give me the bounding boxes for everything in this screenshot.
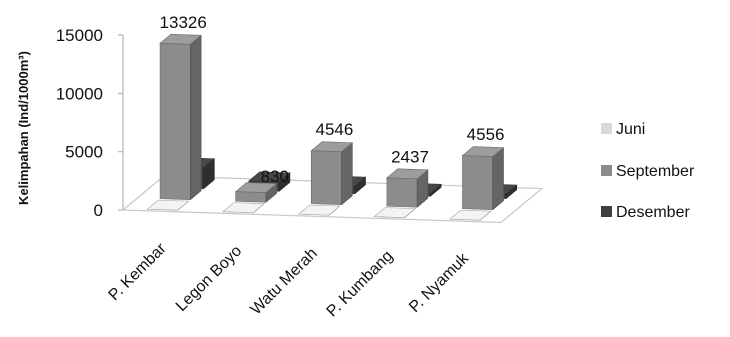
legend-label: September <box>616 163 695 180</box>
bar-side <box>492 146 504 211</box>
x-category-label: Legon Boyo <box>173 242 245 314</box>
x-category-label: P. Nyamuk <box>406 249 473 316</box>
bar-front <box>462 155 494 211</box>
bar-top <box>297 204 341 216</box>
bar-september-2 <box>234 182 278 203</box>
legend-label: Desember <box>616 204 690 221</box>
legend-label: Juni <box>616 121 645 138</box>
bar-top <box>386 168 429 180</box>
bar-front <box>159 42 191 201</box>
floor-outline <box>121 175 544 224</box>
bar-juni-3 <box>297 204 341 216</box>
bar-top <box>373 207 417 218</box>
bar-side <box>341 142 353 206</box>
legend-swatch <box>601 206 612 217</box>
y-tick-label: 10000 <box>56 84 103 103</box>
x-category-label: P. Kumbang <box>324 248 397 321</box>
bar-september-5 <box>461 146 505 211</box>
bar-top <box>461 146 505 157</box>
bar-september-4 <box>386 168 429 208</box>
bar-september-3 <box>310 141 354 206</box>
bar-juni-4 <box>373 207 417 219</box>
bar-juni-5 <box>449 209 492 221</box>
bar-top <box>234 182 278 193</box>
legend-item-juni: Juni <box>601 121 645 138</box>
data-label: 2437 <box>391 147 429 166</box>
y-tick-label: 5000 <box>65 143 103 162</box>
bar-juni-1 <box>146 199 190 211</box>
bar-september-1 <box>159 33 202 201</box>
data-label: 830 <box>261 167 289 186</box>
bar-front <box>235 191 267 203</box>
bar-top <box>248 171 291 183</box>
y-tick-label: 15000 <box>56 26 103 45</box>
data-label: 4556 <box>467 125 505 144</box>
legend-swatch <box>601 165 612 176</box>
bar-side <box>190 34 202 201</box>
y-tick-label: 0 <box>94 201 103 220</box>
bar-juni-2 <box>222 202 265 214</box>
y-axis-label: Kelimpahan (Ind/1000m³) <box>16 51 31 205</box>
bar-top <box>146 199 190 211</box>
bar-front <box>386 177 418 208</box>
bar-top <box>310 141 354 153</box>
bar-top <box>159 33 202 45</box>
data-label: 4546 <box>315 120 353 139</box>
bar-top <box>222 202 265 213</box>
legend: Juni September Desember <box>601 121 695 221</box>
labels-group: 13326 830 4546 2437 4556 <box>160 13 505 186</box>
x-category-label: P. Kembar <box>106 240 170 304</box>
bar-top <box>449 209 492 221</box>
legend-swatch <box>601 123 612 134</box>
data-label: 13326 <box>160 13 207 32</box>
x-category-label: Watu Merah <box>248 245 321 318</box>
bar-front <box>310 150 342 206</box>
legend-item-september: September <box>601 163 695 180</box>
bars-group <box>146 33 518 221</box>
legend-item-desember: Desember <box>601 204 690 221</box>
